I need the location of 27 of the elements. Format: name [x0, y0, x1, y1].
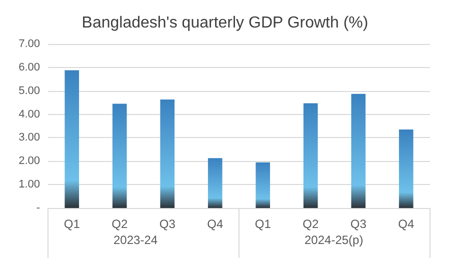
- bar: [64, 70, 80, 208]
- y-tick-label: 5.00: [18, 84, 40, 97]
- y-tick-label: -: [36, 202, 40, 214]
- bar: [256, 162, 270, 208]
- y-tick-label: 3.00: [18, 132, 40, 144]
- x-tick-label: Q2: [112, 217, 128, 231]
- x-tick-label: Q3: [159, 217, 176, 231]
- bar: [351, 94, 366, 208]
- x-tick-label: Q3: [350, 217, 367, 231]
- bar: [160, 100, 175, 208]
- y-tick-label: 6.00: [18, 61, 40, 74]
- bar: [208, 158, 222, 208]
- x-tick-label: Q1: [254, 217, 272, 231]
- bar: [303, 103, 318, 208]
- text: 2023-24: [114, 233, 158, 247]
- y-tick-label: 1.00: [18, 178, 40, 191]
- chart-title: Bangladesh's quarterly GDP Growth (%): [82, 14, 368, 32]
- text: 2024-25(p): [304, 233, 364, 247]
- bar: [112, 104, 127, 208]
- bar: [398, 130, 414, 208]
- y-tick-label: 2.00: [18, 155, 40, 168]
- x-tick-label: Q4: [398, 217, 414, 231]
- y-tick-label: 4.00: [18, 108, 40, 120]
- x-tick-label: Q4: [207, 217, 224, 231]
- x-tick-label: Q2: [302, 217, 319, 231]
- x-tick-label: Q1: [64, 217, 80, 231]
- y-tick-label: 7.00: [18, 38, 40, 50]
